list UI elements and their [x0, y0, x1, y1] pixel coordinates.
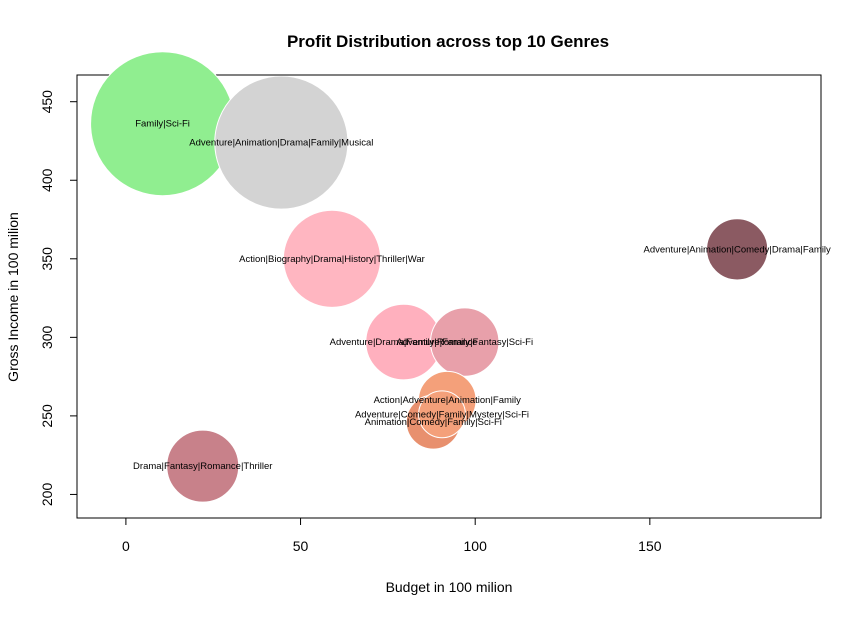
x-tick-label: 0: [122, 538, 130, 554]
bubble-point: [166, 429, 240, 503]
x-axis: 0 50 100 150: [122, 517, 662, 554]
bubble-point: [706, 218, 769, 281]
bubble-point: [418, 390, 466, 439]
x-tick-label: 150: [638, 538, 662, 554]
bubbles-group: [90, 51, 769, 503]
y-tick-label: 250: [39, 404, 55, 428]
y-tick-label: 300: [39, 325, 55, 349]
bubble-label: Drama|Fantasy|Romance|Thriller: [133, 461, 272, 472]
y-tick-label: 200: [39, 483, 55, 507]
y-tick-label: 400: [39, 168, 55, 192]
bubble-point: [214, 75, 349, 210]
bubble-point: [430, 307, 500, 377]
y-axis-title: Gross Income in 100 milion: [5, 212, 21, 382]
bubble-label: Action|Adventure|Animation|Family: [374, 395, 522, 406]
bubble-label: Family|Sci-Fi: [135, 119, 190, 130]
y-tick-label: 450: [39, 90, 55, 114]
y-axis: 200 250 300 350 400 450: [39, 90, 78, 507]
y-tick-label: 350: [39, 247, 55, 271]
bubble-label: Adventure|Animation|Drama|Family|Musical: [189, 138, 373, 149]
x-axis-title: Budget in 100 milion: [386, 579, 513, 595]
bubble-label: Animation|Comedy|Family|Sci-Fi: [365, 417, 502, 428]
bubble-point: [282, 209, 382, 308]
bubble-label: Adventure|Drama|Family|Romance: [330, 337, 478, 348]
x-tick-label: 50: [293, 538, 309, 554]
bubble-label: Action|Biography|Drama|History|Thriller|…: [239, 254, 425, 265]
bubble-label: Adventure|Comedy|Family|Mystery|Sci-Fi: [355, 409, 529, 420]
x-tick-label: 100: [464, 538, 488, 554]
bubble-label: Adventure|Animation|Comedy|Drama|Family: [644, 244, 832, 255]
bubble-label: Adventure|Family|Fantasy|Sci-Fi: [396, 337, 533, 348]
chart-title: Profit Distribution across top 10 Genres: [287, 32, 609, 51]
bubble-labels-group: Family|Sci-Fi Adventure|Animation|Drama|F…: [133, 119, 831, 472]
